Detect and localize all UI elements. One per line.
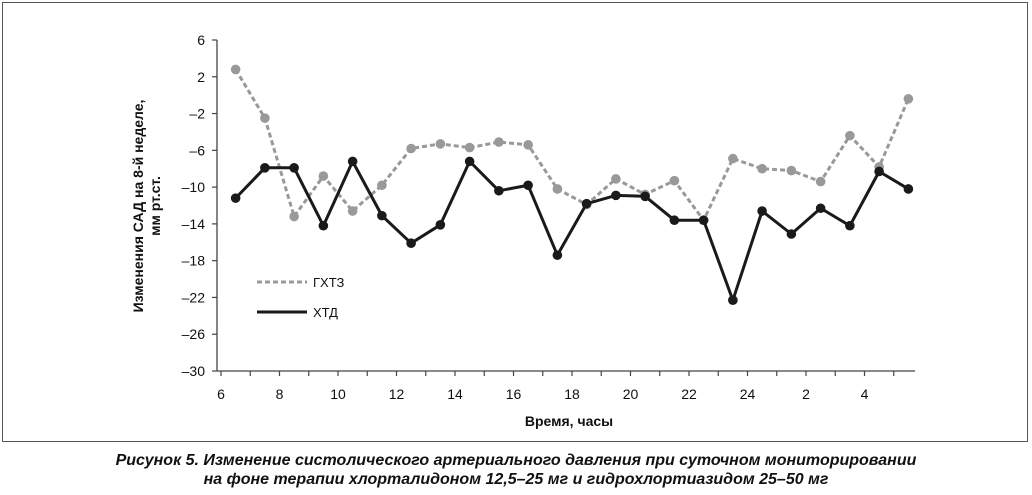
data-point: [698, 215, 709, 226]
y-tick-label: –30: [182, 363, 206, 379]
data-point: [406, 143, 416, 154]
data-point: [260, 163, 270, 173]
data-point: [845, 220, 855, 231]
legend-label-khtd: ХТД: [313, 305, 338, 320]
x-tick-label: 12: [389, 386, 405, 402]
data-point: [874, 166, 884, 177]
data-point: [318, 171, 329, 181]
x-tick-label: 4: [861, 386, 869, 402]
data-point: [815, 176, 826, 187]
y-axis-title: Изменения САД на 8-й неделе, мм рт.ст.: [130, 100, 163, 313]
data-point: [640, 191, 650, 202]
caption-line-2: на фоне терапии хлорталидоном 12,5–25 мг…: [203, 471, 829, 488]
y-axis-title-line1: Изменения САД на 8-й неделе,: [130, 100, 146, 313]
data-point: [903, 94, 914, 104]
data-point: [464, 142, 475, 153]
x-tick-label: 2: [802, 386, 810, 402]
y-tick-label: –10: [182, 179, 206, 195]
x-axis-title: Время, часы: [525, 413, 613, 429]
data-point: [669, 175, 680, 186]
data-point: [230, 193, 241, 203]
series-layer: [230, 64, 914, 306]
data-point: [347, 206, 358, 216]
data-point: [669, 215, 680, 226]
data-point: [815, 203, 826, 214]
x-tick-label: 24: [740, 386, 756, 402]
x-tick-label: 20: [623, 386, 639, 402]
y-tick-label: –6: [189, 142, 205, 158]
x-tick-label: 6: [217, 386, 225, 402]
data-point: [289, 163, 299, 173]
data-point: [611, 190, 621, 201]
data-point: [786, 165, 797, 176]
series-khtd: [230, 156, 914, 306]
data-point: [377, 180, 387, 191]
data-point: [494, 137, 504, 147]
data-point: [347, 156, 358, 167]
data-point: [230, 64, 241, 75]
data-point: [260, 113, 270, 123]
x-tick-label: 22: [681, 386, 697, 402]
data-point: [552, 250, 563, 260]
data-point: [611, 174, 621, 184]
y-tick-label: 6: [197, 32, 205, 48]
data-point: [581, 198, 592, 209]
x-tick-label: 8: [276, 386, 284, 402]
figure-caption: Рисунок 5. Изменение систолического арте…: [0, 451, 1032, 489]
series-line: [234, 68, 910, 222]
data-point: [289, 211, 299, 222]
y-tick-label: –14: [182, 216, 206, 232]
ticks-layer: 62–2–6–10–14–18–22–26–306 8 10 12 14 16 18 20 22…: [182, 32, 895, 402]
data-point: [523, 180, 533, 191]
data-point: [464, 156, 475, 167]
data-point: [435, 220, 446, 230]
data-point: [494, 185, 504, 196]
y-tick-label: –26: [182, 326, 206, 342]
data-point: [552, 184, 563, 194]
data-point: [757, 163, 767, 174]
data-point: [903, 184, 914, 194]
y-tick-label: –18: [182, 253, 206, 269]
data-point: [786, 229, 797, 239]
series-line: [234, 159, 910, 302]
x-tick-label: 18: [564, 386, 580, 402]
chart-frame: 6 2 –2 –6 –10 –14 –18 –22 –26 –30 6 8 10 12 14 16 18 20 22…: [2, 2, 1028, 442]
legend-label-gkhtz: ГХТЗ: [313, 275, 345, 290]
data-point: [435, 139, 446, 149]
chart-svg: 62–2–6–10–14–18–22–26–306 8 10 12 14 16 18 20 22…: [130, 32, 915, 429]
data-point: [318, 220, 329, 231]
x-tick-label: 16: [506, 386, 522, 402]
y-tick-label: 2: [197, 69, 205, 85]
caption-line-1: Рисунок 5. Изменение систолического арте…: [115, 452, 917, 469]
data-point: [845, 130, 855, 141]
y-tick-label: –22: [182, 289, 206, 305]
data-point: [406, 238, 416, 248]
axes-layer: [216, 40, 915, 372]
y-tick-label: –2: [189, 106, 205, 122]
data-point: [523, 140, 533, 150]
data-point: [377, 210, 387, 221]
legend: ГХТЗ ХТД: [257, 275, 345, 320]
data-point: [728, 295, 738, 306]
x-tick-label: 10: [330, 386, 346, 402]
data-point: [728, 153, 738, 164]
y-axis-title-line2: мм рт.ст.: [147, 176, 163, 236]
data-point: [757, 206, 767, 216]
x-tick-label: 14: [447, 386, 463, 402]
